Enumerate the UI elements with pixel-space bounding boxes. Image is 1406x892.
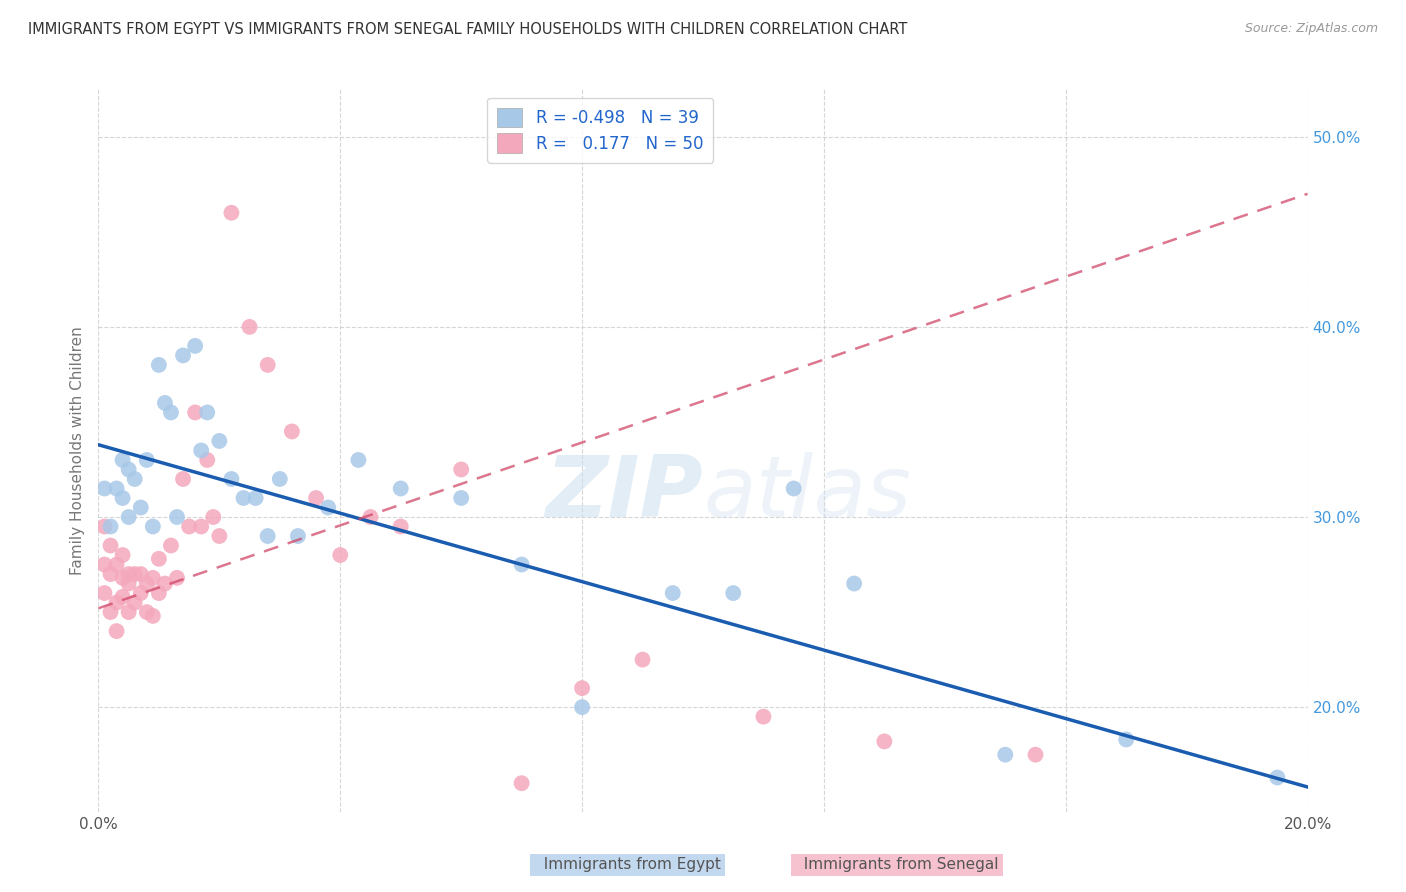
Point — [844, 576, 866, 591]
Point — [118, 510, 141, 524]
Point — [316, 500, 339, 515]
Point — [93, 558, 115, 572]
Point — [160, 539, 183, 553]
Point — [100, 567, 122, 582]
Point — [118, 576, 141, 591]
Point — [202, 510, 225, 524]
Point — [208, 434, 231, 448]
Point — [124, 567, 146, 582]
Point — [105, 624, 128, 639]
Point — [190, 519, 212, 533]
Point — [1115, 732, 1137, 747]
Point — [172, 472, 194, 486]
Point — [269, 472, 291, 486]
Point — [450, 462, 472, 476]
Point — [184, 405, 207, 419]
Point — [148, 551, 170, 566]
Legend: R = -0.498   N = 39, R =   0.177   N = 50: R = -0.498 N = 39, R = 0.177 N = 50 — [488, 97, 713, 162]
Point — [153, 396, 176, 410]
Point — [1267, 771, 1289, 785]
Point — [661, 586, 683, 600]
Point — [166, 510, 188, 524]
Point — [873, 734, 896, 748]
Point — [256, 358, 278, 372]
Point — [129, 586, 152, 600]
Point — [232, 491, 254, 505]
Point — [360, 510, 382, 524]
Point — [245, 491, 267, 505]
Point — [571, 681, 593, 695]
Point — [208, 529, 231, 543]
Point — [752, 709, 775, 723]
Point — [142, 608, 165, 623]
Point — [111, 491, 134, 505]
Point — [111, 571, 134, 585]
Point — [305, 491, 328, 505]
Y-axis label: Family Households with Children: Family Households with Children — [69, 326, 84, 574]
Point — [783, 482, 806, 496]
Point — [124, 472, 146, 486]
Text: ZIP: ZIP — [546, 452, 703, 535]
Point — [118, 605, 141, 619]
Point — [93, 519, 115, 533]
Point — [142, 519, 165, 533]
Text: atlas: atlas — [703, 452, 911, 535]
Point — [105, 482, 128, 496]
Point — [148, 586, 170, 600]
Point — [450, 491, 472, 505]
Point — [281, 425, 304, 439]
Text: Immigrants from Senegal: Immigrants from Senegal — [794, 857, 998, 872]
Point — [994, 747, 1017, 762]
Point — [135, 605, 157, 619]
Text: Immigrants from Egypt: Immigrants from Egypt — [534, 857, 721, 872]
Point — [1024, 747, 1046, 762]
Point — [166, 571, 188, 585]
Point — [111, 548, 134, 562]
Point — [93, 586, 115, 600]
Point — [221, 472, 243, 486]
Point — [510, 776, 533, 790]
Point — [631, 652, 654, 666]
Point — [347, 453, 370, 467]
Point — [105, 558, 128, 572]
Point — [93, 482, 115, 496]
Point — [723, 586, 745, 600]
Point — [221, 206, 243, 220]
Point — [111, 590, 134, 604]
Point — [153, 576, 176, 591]
Point — [100, 519, 122, 533]
Point — [129, 567, 152, 582]
Point — [148, 358, 170, 372]
Point — [389, 482, 412, 496]
Point — [124, 596, 146, 610]
Point — [195, 453, 218, 467]
Point — [100, 605, 122, 619]
Point — [195, 405, 218, 419]
Point — [239, 319, 262, 334]
Point — [111, 453, 134, 467]
Text: Source: ZipAtlas.com: Source: ZipAtlas.com — [1244, 22, 1378, 36]
Text: IMMIGRANTS FROM EGYPT VS IMMIGRANTS FROM SENEGAL FAMILY HOUSEHOLDS WITH CHILDREN: IMMIGRANTS FROM EGYPT VS IMMIGRANTS FROM… — [28, 22, 907, 37]
Point — [179, 519, 201, 533]
Point — [510, 558, 533, 572]
Point — [135, 576, 157, 591]
Point — [118, 567, 141, 582]
Point — [118, 462, 141, 476]
Point — [287, 529, 309, 543]
Point — [256, 529, 278, 543]
Point — [184, 339, 207, 353]
Point — [142, 571, 165, 585]
Point — [172, 348, 194, 362]
Point — [571, 700, 593, 714]
Point — [190, 443, 212, 458]
Point — [100, 539, 122, 553]
Point — [389, 519, 412, 533]
Point — [160, 405, 183, 419]
Point — [129, 500, 152, 515]
Point — [135, 453, 157, 467]
Point — [105, 596, 128, 610]
Point — [329, 548, 352, 562]
